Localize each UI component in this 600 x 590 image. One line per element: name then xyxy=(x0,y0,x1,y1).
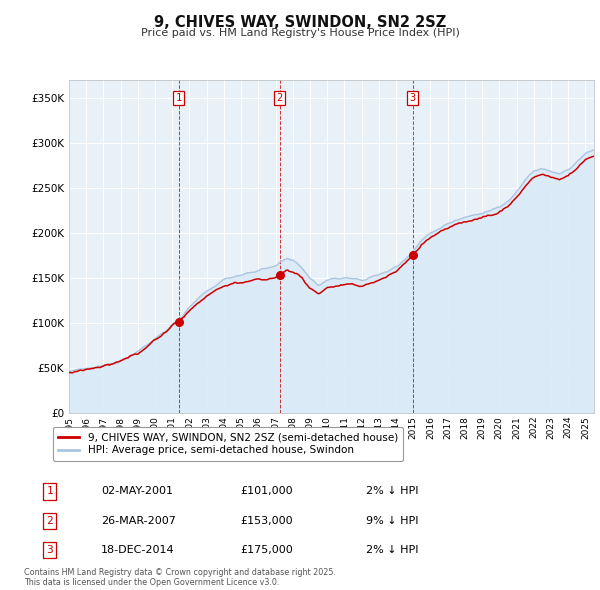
Text: 2% ↓ HPI: 2% ↓ HPI xyxy=(366,486,419,496)
Text: £153,000: £153,000 xyxy=(241,516,293,526)
Text: 1: 1 xyxy=(46,486,53,496)
Text: 2% ↓ HPI: 2% ↓ HPI xyxy=(366,545,419,555)
Text: Price paid vs. HM Land Registry's House Price Index (HPI): Price paid vs. HM Land Registry's House … xyxy=(140,28,460,38)
Legend: 9, CHIVES WAY, SWINDON, SN2 2SZ (semi-detached house), HPI: Average price, semi-: 9, CHIVES WAY, SWINDON, SN2 2SZ (semi-de… xyxy=(53,427,403,461)
Text: 9% ↓ HPI: 9% ↓ HPI xyxy=(366,516,419,526)
Text: 3: 3 xyxy=(409,93,416,103)
Text: 3: 3 xyxy=(46,545,53,555)
Text: 26-MAR-2007: 26-MAR-2007 xyxy=(101,516,176,526)
Text: £101,000: £101,000 xyxy=(241,486,293,496)
Text: 02-MAY-2001: 02-MAY-2001 xyxy=(101,486,173,496)
Text: 1: 1 xyxy=(176,93,182,103)
Text: Contains HM Land Registry data © Crown copyright and database right 2025.
This d: Contains HM Land Registry data © Crown c… xyxy=(24,568,336,587)
Text: £175,000: £175,000 xyxy=(241,545,293,555)
Text: 2: 2 xyxy=(277,93,283,103)
Text: 9, CHIVES WAY, SWINDON, SN2 2SZ: 9, CHIVES WAY, SWINDON, SN2 2SZ xyxy=(154,15,446,30)
Text: 2: 2 xyxy=(46,516,53,526)
Text: 18-DEC-2014: 18-DEC-2014 xyxy=(101,545,175,555)
